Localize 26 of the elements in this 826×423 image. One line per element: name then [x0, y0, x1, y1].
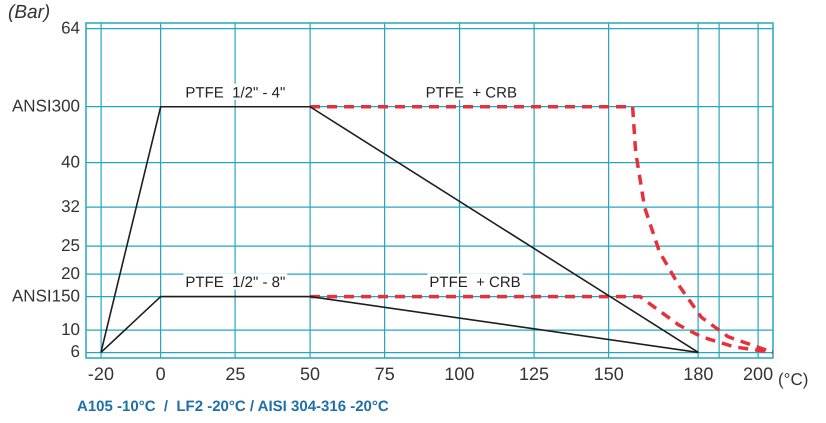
- y-tick-label: ANSI150: [12, 286, 80, 306]
- y-tick-label: 40: [61, 152, 80, 172]
- y-tick-label: 32: [61, 196, 80, 216]
- x-tick-label: 75: [374, 364, 395, 384]
- series-label: PTFE + CRB: [426, 84, 517, 102]
- y-tick-label: 64: [61, 18, 80, 38]
- x-tick-label: 150: [594, 364, 624, 384]
- y-tick-label: ANSI300: [12, 96, 80, 116]
- x-tick-label: 50: [300, 364, 320, 384]
- y-tick-label: 25: [61, 236, 80, 256]
- x-axis-title: (°C): [778, 370, 808, 390]
- y-tick-label: 10: [61, 320, 80, 339]
- y-tick-label: 6: [70, 342, 80, 362]
- series-label: PTFE + CRB: [429, 274, 521, 292]
- x-tick-label: -20: [88, 364, 114, 384]
- y-axis-title: (Bar): [8, 2, 50, 24]
- x-tick-label: 180: [683, 364, 714, 384]
- series-label: PTFE 1/2" - 4": [185, 84, 286, 102]
- x-tick-label: 200: [743, 364, 774, 384]
- series-label: PTFE 1/2" - 8": [185, 274, 286, 292]
- x-tick-label: 0: [156, 364, 166, 384]
- y-tick-label: 20: [61, 264, 80, 283]
- x-tick-label: 25: [225, 364, 246, 384]
- text: A105 -10°C / LF2 -20°C / AISI 304-316 -20°C: [77, 398, 389, 415]
- x-tick-label: 100: [444, 364, 474, 384]
- x-tick-label: 125: [519, 364, 550, 384]
